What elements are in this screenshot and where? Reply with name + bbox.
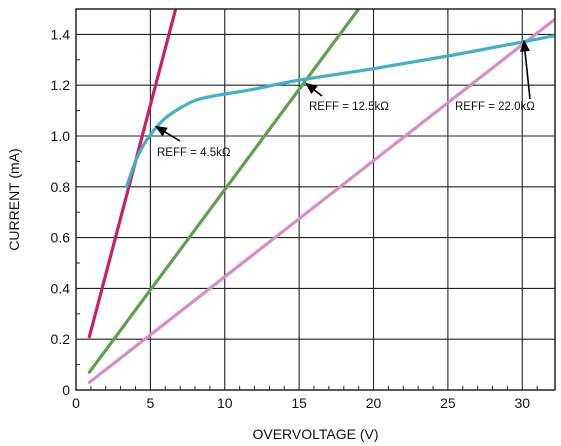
annotation-arrow-shaft — [314, 89, 323, 97]
annotations: REFF = 4.5kΩ REFF = 12.5kΩ REFF = 22.0kΩ — [154, 39, 535, 159]
annotation-arrow-shaft — [164, 131, 181, 142]
y-axis-title: CURRENT (mA) — [6, 148, 22, 250]
y-tick-label: 1.2 — [51, 77, 71, 93]
y-tick-label: 0.2 — [51, 331, 71, 347]
plot-frame — [75, 8, 556, 391]
x-tick-label: 10 — [217, 395, 233, 411]
series-lines — [87, 9, 555, 384]
annotation-arrow-head — [520, 39, 530, 52]
annotation-label: REFF = 22.0kΩ — [455, 101, 535, 113]
x-tick-label: 25 — [440, 395, 456, 411]
x-tick-label: 0 — [72, 395, 80, 411]
x-tick-label: 5 — [146, 395, 154, 411]
y-tick-label: 1.0 — [51, 128, 71, 144]
tick-labels: 0 5 10 15 20 25 30 0 0.2 0.4 0.6 0.8 1.0 1.2 1.4 — [51, 26, 531, 411]
x-tick-label: 15 — [291, 395, 307, 411]
y-tick-label: 0.4 — [51, 280, 71, 296]
series-line-12-5k — [87, 9, 361, 374]
annotation-label: REFF = 4.5kΩ — [157, 147, 231, 159]
y-tick-label: 0 — [62, 382, 70, 398]
x-tick-label: 30 — [514, 395, 530, 411]
series-line-22k — [87, 17, 555, 384]
y-tick-label: 0.6 — [51, 230, 71, 246]
annotation-arrow-head — [154, 125, 168, 137]
y-tick-label: 0.8 — [51, 179, 71, 195]
annotation-arrow-head — [305, 82, 318, 95]
series-line-tvs-curve — [124, 34, 555, 189]
y-tick-label: 1.4 — [51, 26, 71, 42]
annotation-arrow-shaft — [524, 51, 531, 100]
x-axis-title: OVERVOLTAGE (V) — [252, 426, 378, 442]
x-tick-label: 20 — [366, 395, 382, 411]
annotation-label: REFF = 12.5kΩ — [309, 101, 389, 113]
